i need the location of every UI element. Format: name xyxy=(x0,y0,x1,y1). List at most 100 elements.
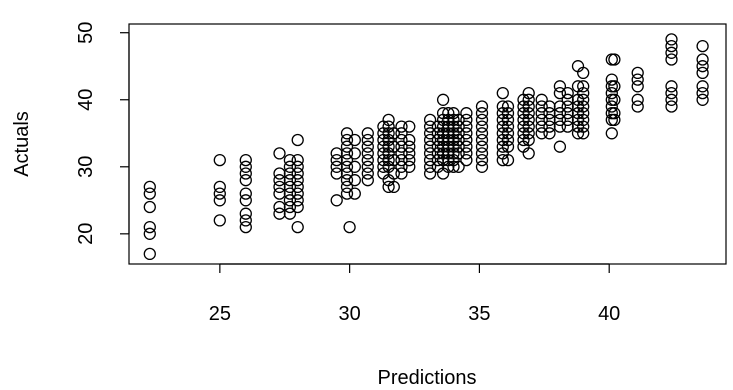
data-point xyxy=(403,153,416,167)
data-point xyxy=(239,214,252,227)
data-point xyxy=(143,200,156,214)
data-point xyxy=(577,100,590,113)
data-point xyxy=(330,167,343,180)
data-point xyxy=(553,86,567,100)
data-point xyxy=(382,180,395,194)
data-point xyxy=(423,147,437,160)
data-point xyxy=(475,140,489,153)
data-point xyxy=(361,160,374,173)
x-tick-label: 25 xyxy=(209,303,231,325)
data-point xyxy=(665,100,678,113)
data-point xyxy=(343,220,356,234)
data-point xyxy=(535,100,548,113)
data-point xyxy=(631,100,644,113)
data-point xyxy=(291,160,304,173)
data-point xyxy=(665,39,678,53)
data-point xyxy=(553,80,567,93)
data-point xyxy=(283,160,297,173)
data-point xyxy=(340,153,354,167)
y-tick-label: 30 xyxy=(75,156,97,178)
data-point xyxy=(522,107,535,120)
data-point xyxy=(561,100,574,113)
data-point xyxy=(561,107,574,120)
data-point xyxy=(535,113,548,127)
data-point xyxy=(213,194,226,207)
points-layer xyxy=(143,33,709,261)
data-point xyxy=(423,140,437,153)
y-tick-label: 20 xyxy=(75,223,97,245)
data-point xyxy=(239,160,252,173)
data-point xyxy=(696,66,709,80)
data-point xyxy=(577,113,590,127)
data-point xyxy=(340,180,354,194)
data-point xyxy=(501,127,515,140)
data-point xyxy=(460,153,473,167)
data-point xyxy=(348,187,361,200)
data-point xyxy=(452,147,465,160)
data-point xyxy=(460,140,473,153)
data-point xyxy=(475,153,489,167)
data-point xyxy=(291,153,304,167)
data-point xyxy=(475,113,489,127)
data-point xyxy=(291,200,304,214)
data-point xyxy=(631,73,644,86)
data-point xyxy=(522,120,535,133)
data-point xyxy=(452,127,465,140)
data-point xyxy=(561,86,574,100)
x-tick-label: 30 xyxy=(339,303,361,325)
data-point xyxy=(696,86,709,100)
data-point xyxy=(577,80,590,93)
data-point xyxy=(447,160,460,173)
data-point xyxy=(213,153,226,167)
data-point xyxy=(395,147,408,160)
data-point xyxy=(608,93,621,106)
data-point xyxy=(696,60,709,73)
data-point xyxy=(340,147,354,160)
data-point xyxy=(239,220,252,234)
data-point xyxy=(522,86,535,100)
data-point xyxy=(423,160,437,173)
data-point xyxy=(535,93,548,106)
data-point xyxy=(561,120,574,133)
data-point xyxy=(423,167,437,180)
data-point xyxy=(543,127,556,140)
data-point xyxy=(361,127,374,140)
data-point xyxy=(143,220,156,234)
data-point xyxy=(460,107,473,120)
data-point xyxy=(403,120,416,133)
data-point xyxy=(452,133,465,147)
data-point xyxy=(535,127,548,140)
data-point xyxy=(631,93,644,106)
data-point xyxy=(348,160,361,173)
data-point xyxy=(696,80,709,93)
data-point xyxy=(460,127,473,140)
data-point xyxy=(665,86,678,100)
data-point xyxy=(283,200,297,214)
data-point xyxy=(522,93,535,106)
data-point xyxy=(348,174,361,187)
x-tick-label: 40 xyxy=(598,303,620,325)
data-point xyxy=(423,133,437,147)
data-point xyxy=(291,194,304,207)
data-point xyxy=(605,86,618,100)
data-point xyxy=(239,194,252,207)
data-point xyxy=(665,80,678,93)
data-point xyxy=(577,107,590,120)
data-point xyxy=(501,113,515,127)
data-point xyxy=(239,207,252,220)
data-point xyxy=(382,153,395,167)
y-tick-label: 50 xyxy=(75,22,97,44)
data-point xyxy=(361,167,374,180)
data-point xyxy=(696,53,709,66)
data-point xyxy=(330,153,343,167)
data-point xyxy=(340,133,354,147)
data-point xyxy=(361,174,374,187)
data-point xyxy=(395,120,408,133)
data-point xyxy=(608,53,621,66)
data-point xyxy=(283,167,297,180)
data-point xyxy=(340,174,354,187)
data-point xyxy=(452,140,465,153)
data-point xyxy=(239,167,252,180)
data-point xyxy=(361,147,374,160)
